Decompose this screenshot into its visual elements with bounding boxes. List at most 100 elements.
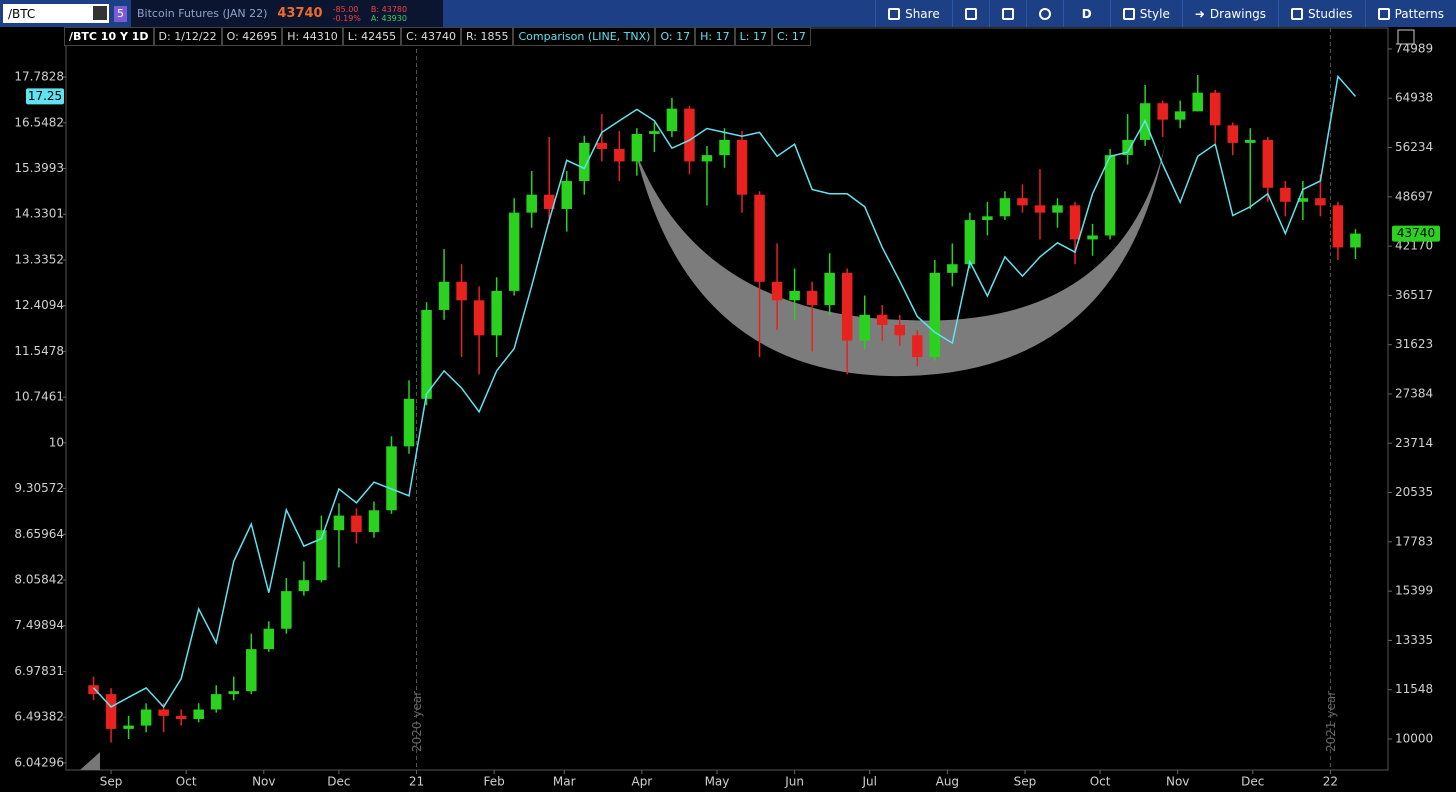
candle-body bbox=[298, 580, 310, 592]
x-tick-label: Dec bbox=[1241, 775, 1264, 789]
link-badge[interactable]: 5 bbox=[114, 5, 127, 22]
y-tick-label: 15399 bbox=[1395, 584, 1433, 598]
drawings-button[interactable]: ➜ Drawings bbox=[1181, 0, 1278, 27]
label: Drawings bbox=[1209, 6, 1267, 21]
y-tick-label: 11548 bbox=[1395, 682, 1433, 696]
flask-button[interactable] bbox=[988, 0, 1026, 27]
candle-body bbox=[666, 108, 678, 132]
candle-body bbox=[631, 134, 643, 162]
candle-body bbox=[736, 139, 748, 195]
y-tick-label: 74989 bbox=[1395, 41, 1433, 55]
change: -85.00 -0.19% bbox=[333, 5, 361, 23]
y-tick-label: 56234 bbox=[1395, 140, 1433, 154]
y-tick-label: 10000 bbox=[1395, 732, 1433, 746]
info-item: /BTC 10 Y 1D bbox=[64, 27, 154, 46]
candle-body bbox=[105, 694, 117, 729]
y2-tick-label: 6.97831 bbox=[14, 664, 64, 678]
candle-body bbox=[561, 180, 573, 209]
candle-body bbox=[876, 314, 888, 325]
settings-button[interactable] bbox=[1025, 0, 1063, 27]
x-tick-label: 21 bbox=[409, 775, 424, 789]
candle-body bbox=[228, 691, 240, 695]
share-button[interactable]: Share bbox=[875, 0, 952, 27]
candle-body bbox=[859, 314, 870, 341]
symbol-input[interactable]: /BTC bbox=[3, 4, 109, 23]
candle-body bbox=[614, 148, 625, 162]
candle-body bbox=[351, 515, 362, 533]
comparison-line bbox=[92, 74, 1357, 709]
candle-body bbox=[526, 194, 537, 213]
y-tick-label: 20535 bbox=[1395, 485, 1433, 499]
label: Patterns bbox=[1394, 6, 1444, 21]
candle-body bbox=[1245, 139, 1256, 143]
candle-body bbox=[421, 309, 432, 399]
candle-body bbox=[701, 155, 713, 162]
aggregation-button[interactable]: D bbox=[1062, 0, 1110, 27]
icon bbox=[964, 7, 977, 20]
candle-body bbox=[456, 281, 467, 301]
info-item: L: 17 bbox=[734, 27, 772, 46]
candle-body bbox=[1262, 139, 1274, 188]
candle-body bbox=[771, 281, 783, 301]
x-tick-label: Oct bbox=[176, 775, 197, 789]
year-label: 2021 year bbox=[1324, 691, 1338, 752]
style-button[interactable]: Style bbox=[1109, 0, 1182, 27]
y-tick-label: 64938 bbox=[1395, 91, 1433, 105]
dropdown[interactable] bbox=[93, 6, 107, 20]
candle-body bbox=[964, 220, 976, 265]
candle-body bbox=[841, 272, 853, 341]
x-tick-label: Sep bbox=[100, 775, 123, 789]
candle-body bbox=[281, 591, 292, 629]
compare-badge bbox=[26, 88, 64, 105]
price-badge bbox=[1392, 225, 1440, 242]
candle-body bbox=[88, 685, 99, 695]
candle-body bbox=[543, 194, 555, 209]
candle-body bbox=[1104, 155, 1116, 236]
y2-tick-label: 8.05842 bbox=[14, 573, 64, 587]
toolbar-buttons: Share D Style ➜ Drawings Studies Patterns bbox=[875, 0, 1456, 27]
candle-body bbox=[1209, 92, 1221, 126]
studies-button[interactable]: Studies bbox=[1278, 0, 1365, 27]
price-badge-label: 43740 bbox=[1397, 226, 1435, 240]
bid: B: 43780 bbox=[370, 4, 408, 14]
candle-body bbox=[1052, 205, 1063, 213]
cup-drawing bbox=[635, 145, 1165, 377]
corner-handle bbox=[80, 752, 100, 770]
candle-body bbox=[1332, 205, 1344, 248]
candle-body bbox=[912, 335, 923, 358]
patterns-button[interactable]: Patterns bbox=[1364, 0, 1456, 27]
candle-body bbox=[1034, 205, 1046, 213]
x-tick-label: Feb bbox=[484, 775, 505, 789]
candle-body bbox=[1157, 103, 1168, 120]
candle-body bbox=[719, 139, 730, 156]
candle-body bbox=[246, 649, 257, 692]
icon bbox=[1122, 7, 1135, 20]
screenshot-button[interactable] bbox=[951, 0, 989, 27]
candle-body bbox=[1069, 205, 1081, 240]
icon: ➜ bbox=[1194, 6, 1205, 21]
info-item: D: 1/12/22 bbox=[153, 27, 222, 46]
candle-body bbox=[1297, 198, 1309, 202]
x-tick-label: Nov bbox=[252, 775, 275, 789]
candle-body bbox=[193, 709, 204, 720]
y2-tick-label: 13.3352 bbox=[14, 252, 64, 266]
y2-tick-label: 10 bbox=[49, 435, 64, 449]
icon bbox=[888, 7, 901, 20]
info-item: H: 17 bbox=[695, 27, 735, 46]
info-item: H: 44310 bbox=[282, 27, 343, 46]
y-tick-label: 27384 bbox=[1395, 386, 1433, 400]
candle-body bbox=[316, 530, 327, 581]
plot-frame bbox=[65, 27, 1389, 771]
x-tick-label: Apr bbox=[631, 775, 652, 789]
x-tick-label: May bbox=[705, 775, 730, 789]
candle-body bbox=[1174, 111, 1186, 120]
x-tick-label: Nov bbox=[1166, 775, 1189, 789]
candle-body bbox=[438, 281, 450, 310]
y2-tick-label: 9.30572 bbox=[14, 481, 64, 495]
candle-body bbox=[333, 515, 345, 531]
candle-body bbox=[386, 446, 397, 511]
candle-body bbox=[1087, 235, 1098, 240]
candle-body bbox=[1017, 198, 1028, 206]
ask: A: 43930 bbox=[370, 13, 407, 23]
